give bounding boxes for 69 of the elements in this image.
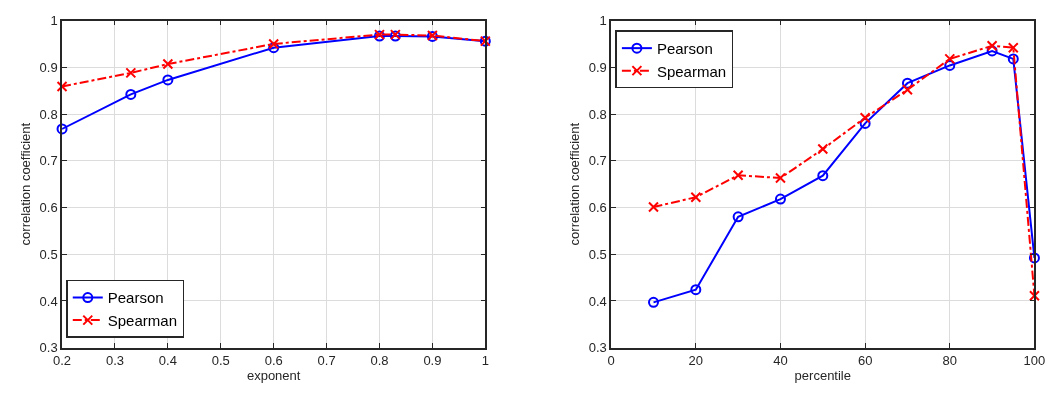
point: [944, 59, 956, 71]
point: [732, 169, 744, 181]
point: [268, 42, 280, 54]
y-tick-label: 0.5: [588, 246, 607, 262]
x-tick-label: 0.2: [53, 353, 72, 369]
point: [901, 77, 913, 89]
point: [125, 67, 137, 79]
point: [986, 45, 998, 57]
point: [774, 193, 786, 205]
x-axis-title: percentile: [794, 368, 851, 384]
point: [1007, 42, 1019, 54]
x-tick-label: 80: [942, 353, 958, 369]
x-tick-label: 0.9: [423, 353, 442, 369]
y-tick-label: 0.3: [588, 340, 607, 356]
point: [268, 38, 280, 50]
point: [162, 74, 174, 86]
point: [125, 88, 137, 100]
x-tick-label: 20: [688, 353, 704, 369]
point: [56, 123, 68, 135]
legend-label: Spearman: [656, 62, 727, 80]
y-axis-title: correlation coefficient: [18, 122, 34, 246]
y-tick-label: 0.4: [39, 293, 58, 309]
point: [817, 170, 829, 182]
x-tick-label: 0.3: [105, 353, 124, 369]
x-tick-label: 0.8: [370, 353, 389, 369]
point: [986, 40, 998, 52]
point: [690, 284, 702, 296]
x-tick-label: 100: [1023, 353, 1046, 369]
x-tick-label: 60: [857, 353, 873, 369]
point: [1007, 53, 1019, 65]
y-tick-label: 0.9: [39, 59, 58, 75]
y-tick-label: 0.4: [588, 293, 607, 309]
x-tick-label: 40: [773, 353, 788, 369]
legend-label: Spearman: [107, 311, 177, 329]
point: [647, 296, 659, 308]
y-tick-label: 0.5: [39, 246, 58, 262]
point: [162, 58, 174, 70]
y-tick-label: 0.8: [39, 106, 58, 122]
point: [690, 191, 702, 203]
y-tick-label: 1: [50, 13, 58, 29]
y-tick-label: 0.6: [588, 200, 607, 216]
point: [774, 172, 786, 184]
x-tick-label: 1: [481, 353, 489, 369]
y-tick-label: 0.7: [588, 153, 607, 169]
y-tick-label: 1: [599, 13, 607, 29]
x-tick-label: 0.4: [158, 353, 177, 369]
point: [817, 143, 829, 155]
y-tick-label: 0.9: [588, 59, 607, 75]
point: [732, 211, 744, 223]
legend-label: Pearson: [656, 39, 713, 57]
legend-label: Pearson: [107, 289, 164, 307]
point: [1028, 290, 1040, 302]
point: [1028, 252, 1040, 264]
point: [859, 117, 871, 129]
x-tick-label: 0.5: [211, 353, 230, 369]
x-tick-label: 0.6: [264, 353, 283, 369]
y-tick-label: 0.6: [39, 200, 58, 216]
point: [647, 201, 659, 213]
y-tick-label: 0.3: [39, 340, 58, 356]
point: [56, 80, 68, 92]
point: [901, 84, 913, 96]
y-axis-title: correlation coefficient: [567, 122, 583, 246]
point: [944, 53, 956, 65]
y-tick-label: 0.7: [39, 153, 58, 169]
x-axis-title: exponent: [246, 368, 301, 384]
x-tick-label: 0.7: [317, 353, 336, 369]
x-tick-label: 0: [607, 353, 615, 369]
y-tick-label: 0.8: [588, 106, 607, 122]
point: [859, 112, 871, 124]
